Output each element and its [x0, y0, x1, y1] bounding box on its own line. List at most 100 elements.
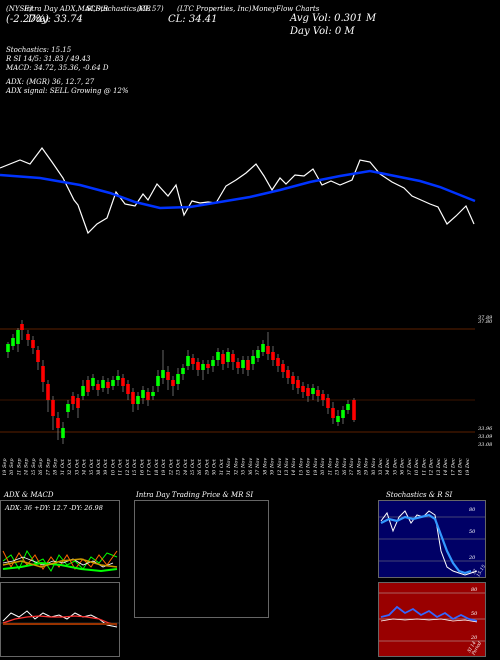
x-date-label: 20 Sep — [9, 458, 15, 475]
candle-body — [151, 392, 155, 396]
plus-di-line — [2, 549, 118, 572]
close-price: CL: 34.41 — [168, 14, 218, 25]
candle — [151, 386, 155, 400]
candle-body — [106, 382, 110, 388]
macd-readout: MACD: 34.72, 35.36, -0.64 D — [6, 64, 109, 72]
candle-body — [311, 388, 315, 394]
candle-body — [46, 384, 50, 400]
candle-body — [281, 364, 285, 372]
x-date-label: 12 Oct — [125, 458, 131, 475]
x-date-label: 02 Nov — [233, 458, 239, 475]
candle — [271, 346, 275, 366]
candle-body — [91, 378, 95, 386]
candle — [146, 388, 150, 406]
candle — [71, 392, 75, 410]
adx-macd-title: ADX & MACD — [4, 491, 54, 499]
candle — [216, 348, 220, 366]
h-cl: (Cl: 57) — [137, 5, 164, 13]
candle — [221, 350, 225, 370]
x-date-label: 21 Nov — [327, 458, 333, 475]
x-date-label: 11 Oct — [118, 458, 124, 475]
candle-body — [266, 346, 270, 354]
candle-body — [61, 428, 65, 438]
x-date-label: 16 Nov — [306, 458, 312, 475]
candle-body — [41, 366, 45, 382]
candle — [156, 370, 160, 392]
x-date-label: 29 Nov — [364, 458, 370, 475]
candle-body — [31, 340, 35, 348]
candle — [106, 378, 110, 394]
candle-body — [111, 380, 115, 386]
candle — [46, 380, 50, 412]
stoch-axis-80: 80 — [469, 507, 476, 513]
candle-body — [291, 376, 295, 384]
macd-histogram — [3, 623, 117, 625]
candle — [316, 386, 320, 402]
candle — [211, 356, 215, 372]
h-name: (LTC Properties, Inc) — [177, 5, 252, 13]
x-date-label: 28 Sep — [53, 458, 59, 475]
x-date-label: 06 Dec — [400, 458, 406, 475]
minus-di-line — [2, 550, 118, 570]
x-date-label: 03 Dec — [378, 458, 384, 475]
x-date-label: 09 Nov — [270, 458, 276, 475]
candle — [11, 334, 15, 350]
candle-body — [246, 360, 250, 370]
x-date-label: 10 Dec — [414, 458, 420, 475]
candle-body — [211, 360, 215, 366]
candle-body — [176, 374, 180, 384]
x-date-label: 15 Oct — [132, 458, 138, 475]
price-level-label: 37.89 — [478, 315, 493, 321]
rsi-lines — [379, 592, 485, 642]
candle-body — [101, 380, 105, 388]
candle-body — [321, 394, 325, 400]
candle — [206, 360, 210, 374]
stochastics-title: Stochastics & R SI — [386, 491, 453, 499]
macd-lines — [1, 610, 119, 628]
x-date-label: 24 Oct — [183, 458, 189, 475]
moving-average-line — [0, 169, 476, 210]
x-date-label: 19 Dec — [465, 458, 471, 475]
x-date-label: 27 Nov — [349, 458, 355, 475]
candle-body — [161, 370, 165, 378]
x-date-label: 01 Nov — [226, 458, 232, 475]
x-date-label: 26 Sep — [38, 458, 44, 475]
day-volume: Day Vol: 0 M — [290, 26, 355, 37]
macd-signal-line — [2, 615, 118, 626]
macd-line — [2, 610, 118, 628]
x-date-label: 21 Sep — [16, 458, 22, 475]
candle — [66, 400, 70, 418]
stochastics-readout: Stochastics: 15.15 — [6, 46, 72, 54]
candle — [236, 358, 240, 374]
candle — [331, 402, 335, 424]
candle — [266, 332, 270, 360]
candle-body — [6, 344, 10, 352]
candle — [126, 380, 130, 400]
candle-body — [336, 416, 340, 422]
x-date-label: 07 Dec — [407, 458, 413, 475]
x-date-label: 25 Oct — [190, 458, 196, 475]
candle — [171, 376, 175, 396]
rsi-line — [380, 605, 478, 622]
adx-panel-readout: ADX: 36 +DY: 12.7 -DY: 26.98 — [5, 504, 103, 512]
adx-readout: ADX: (MGR) 36, 12.7, 27 — [6, 78, 95, 86]
candle — [186, 350, 190, 370]
adx-signal: ADX signal: SELL Growing @ 12% — [6, 87, 129, 95]
candle-body — [316, 390, 320, 396]
stoch-d-line — [380, 513, 472, 575]
candle — [201, 360, 205, 380]
candle-body — [51, 400, 55, 416]
candle-body — [181, 368, 185, 374]
candle — [231, 350, 235, 370]
h-ticker: (NYSE) — [6, 5, 33, 13]
candle — [291, 372, 295, 390]
x-date-label: 14 Nov — [291, 458, 297, 475]
avg-volume: Avg Vol: 0.301 M — [290, 13, 377, 24]
candle-body — [206, 364, 210, 368]
price-ma-line-chart — [0, 146, 476, 235]
candle-body — [296, 380, 300, 388]
candle — [41, 360, 45, 392]
rsi-panel: 80 50 20 SI 14 Period — [378, 582, 486, 657]
candle — [20, 320, 24, 340]
candle — [61, 422, 65, 444]
